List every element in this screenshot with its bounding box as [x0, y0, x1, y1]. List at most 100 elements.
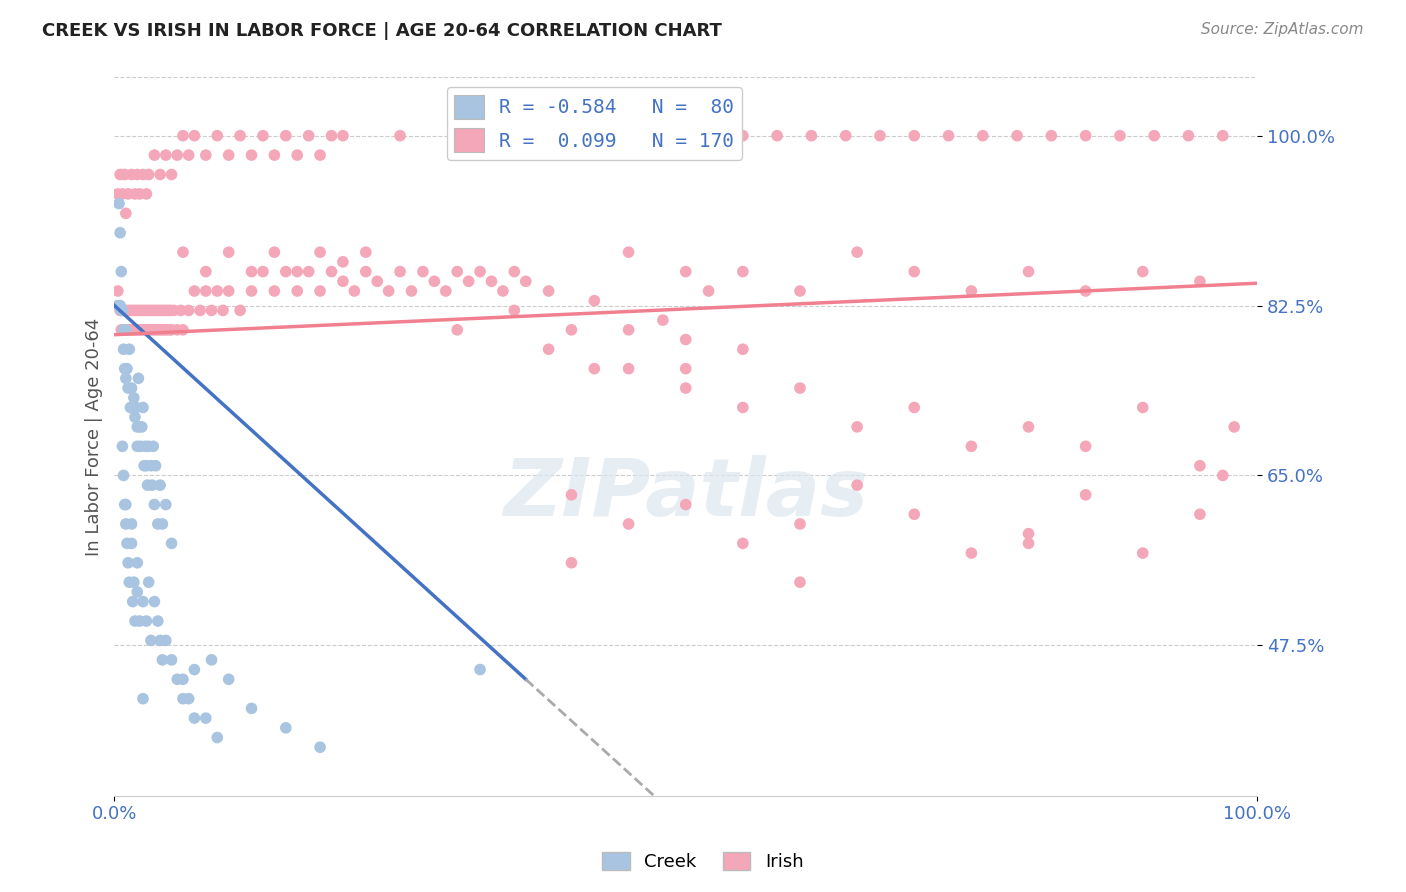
Point [124, 410, 146, 425]
Point [298, 128, 321, 143]
Point [309, 284, 332, 298]
Point [115, 361, 138, 376]
Point [200, 653, 222, 667]
Point [200, 303, 222, 318]
Point [583, 293, 606, 308]
Point [115, 323, 138, 337]
Point [309, 245, 332, 260]
Point [134, 323, 156, 337]
Point [157, 303, 180, 318]
Point [172, 673, 194, 687]
Point [183, 663, 205, 677]
Point [108, 196, 131, 211]
Point [595, 128, 617, 143]
Point [127, 420, 149, 434]
Point [789, 575, 811, 590]
Point [1074, 284, 1097, 298]
Point [138, 168, 160, 182]
Point [468, 264, 491, 278]
Point [617, 245, 640, 260]
Point [212, 303, 235, 318]
Point [124, 614, 146, 628]
Point [141, 478, 163, 492]
Point [177, 691, 200, 706]
Point [194, 284, 217, 298]
Point [1018, 536, 1040, 550]
Point [903, 128, 925, 143]
Point [1018, 264, 1040, 278]
Point [170, 303, 193, 318]
Point [177, 303, 200, 318]
Point [143, 303, 166, 318]
Point [117, 381, 139, 395]
Point [148, 303, 170, 318]
Point [122, 575, 145, 590]
Point [1223, 420, 1246, 434]
Point [107, 284, 129, 298]
Point [298, 264, 321, 278]
Point [285, 148, 308, 162]
Point [117, 186, 139, 201]
Point [218, 673, 240, 687]
Text: CREEK VS IRISH IN LABOR FORCE | AGE 20-64 CORRELATION CHART: CREEK VS IRISH IN LABOR FORCE | AGE 20-6… [42, 22, 723, 40]
Point [332, 255, 354, 269]
Point [332, 274, 354, 288]
Point [149, 478, 172, 492]
Point [423, 274, 446, 288]
Point [194, 711, 217, 725]
Point [789, 516, 811, 531]
Point [127, 323, 149, 337]
Point [129, 439, 152, 453]
Point [135, 614, 157, 628]
Point [135, 186, 157, 201]
Legend: Creek, Irish: Creek, Irish [595, 845, 811, 879]
Point [108, 168, 131, 182]
Point [111, 303, 134, 318]
Point [121, 594, 143, 608]
Point [118, 303, 141, 318]
Point [218, 245, 240, 260]
Point [134, 439, 156, 453]
Point [159, 303, 181, 318]
Point [163, 303, 186, 318]
Point [731, 264, 754, 278]
Point [240, 148, 263, 162]
Point [107, 299, 129, 313]
Point [651, 313, 673, 327]
Point [1040, 128, 1063, 143]
Point [115, 206, 138, 220]
Point [194, 264, 217, 278]
Point [150, 303, 173, 318]
Point [149, 323, 172, 337]
Point [183, 284, 205, 298]
Point [132, 168, 155, 182]
Point [142, 323, 165, 337]
Point [1188, 274, 1211, 288]
Point [117, 556, 139, 570]
Point [560, 556, 582, 570]
Point [731, 401, 754, 415]
Point [122, 303, 145, 318]
Text: ZIPatlas: ZIPatlas [503, 455, 869, 533]
Point [138, 323, 160, 337]
Point [134, 303, 156, 318]
Point [309, 740, 332, 755]
Point [697, 284, 720, 298]
Point [321, 264, 343, 278]
Point [800, 128, 823, 143]
Point [127, 439, 149, 453]
Point [115, 498, 138, 512]
Y-axis label: In Labor Force | Age 20-64: In Labor Force | Age 20-64 [86, 318, 103, 556]
Point [111, 303, 134, 318]
Point [229, 128, 252, 143]
Point [401, 284, 423, 298]
Point [131, 420, 153, 434]
Point [115, 371, 138, 385]
Point [240, 284, 263, 298]
Point [332, 128, 354, 143]
Point [343, 284, 366, 298]
Point [110, 264, 132, 278]
Point [146, 323, 169, 337]
Point [846, 420, 869, 434]
Point [145, 303, 167, 318]
